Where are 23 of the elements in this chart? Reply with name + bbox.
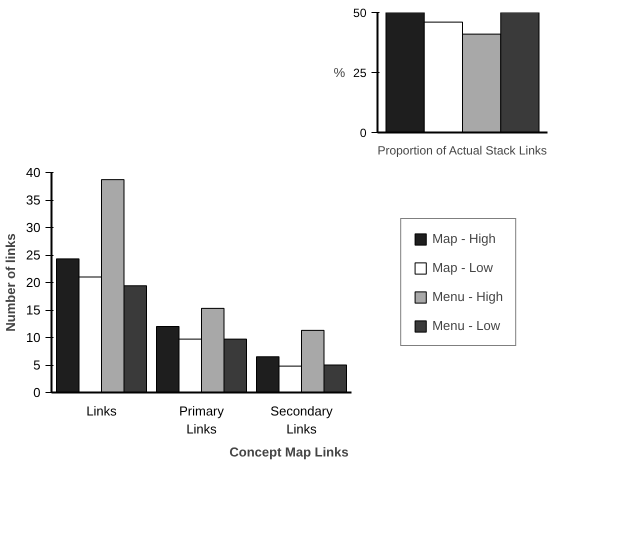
x-axis-title: Concept Map Links [229, 444, 349, 460]
y-tick-label: 25 [353, 66, 367, 80]
y-tick-label: 5 [33, 358, 41, 372]
y-tick-label: 0 [360, 126, 367, 140]
y-tick-label: 10 [26, 330, 41, 345]
y-tick-label: 0 [33, 385, 41, 400]
y-tick-label: 20 [26, 275, 41, 290]
legend-label: Map - Low [432, 260, 493, 275]
x-tick-label: Secondary Links [270, 404, 334, 436]
y-tick-label: 50 [353, 6, 367, 20]
y-tick-label: 40 [26, 165, 41, 180]
y-tick-label: 25 [26, 248, 41, 262]
legend-label: Menu - High [432, 289, 503, 304]
x-tick-label: Links [86, 404, 118, 418]
y-axis-title: Number of links [3, 233, 18, 332]
x-axis-title: Proportion of Actual Stack Links [377, 144, 547, 158]
y-axis-title: % [334, 65, 346, 80]
y-tick-label: 35 [26, 192, 41, 208]
y-tick-label: 15 [26, 302, 41, 318]
y-tick-label: 30 [26, 220, 41, 235]
legend-label: Menu - Low [432, 318, 500, 333]
legend-label: Map - High [432, 231, 496, 246]
x-tick-label: Primary Links [179, 404, 224, 436]
